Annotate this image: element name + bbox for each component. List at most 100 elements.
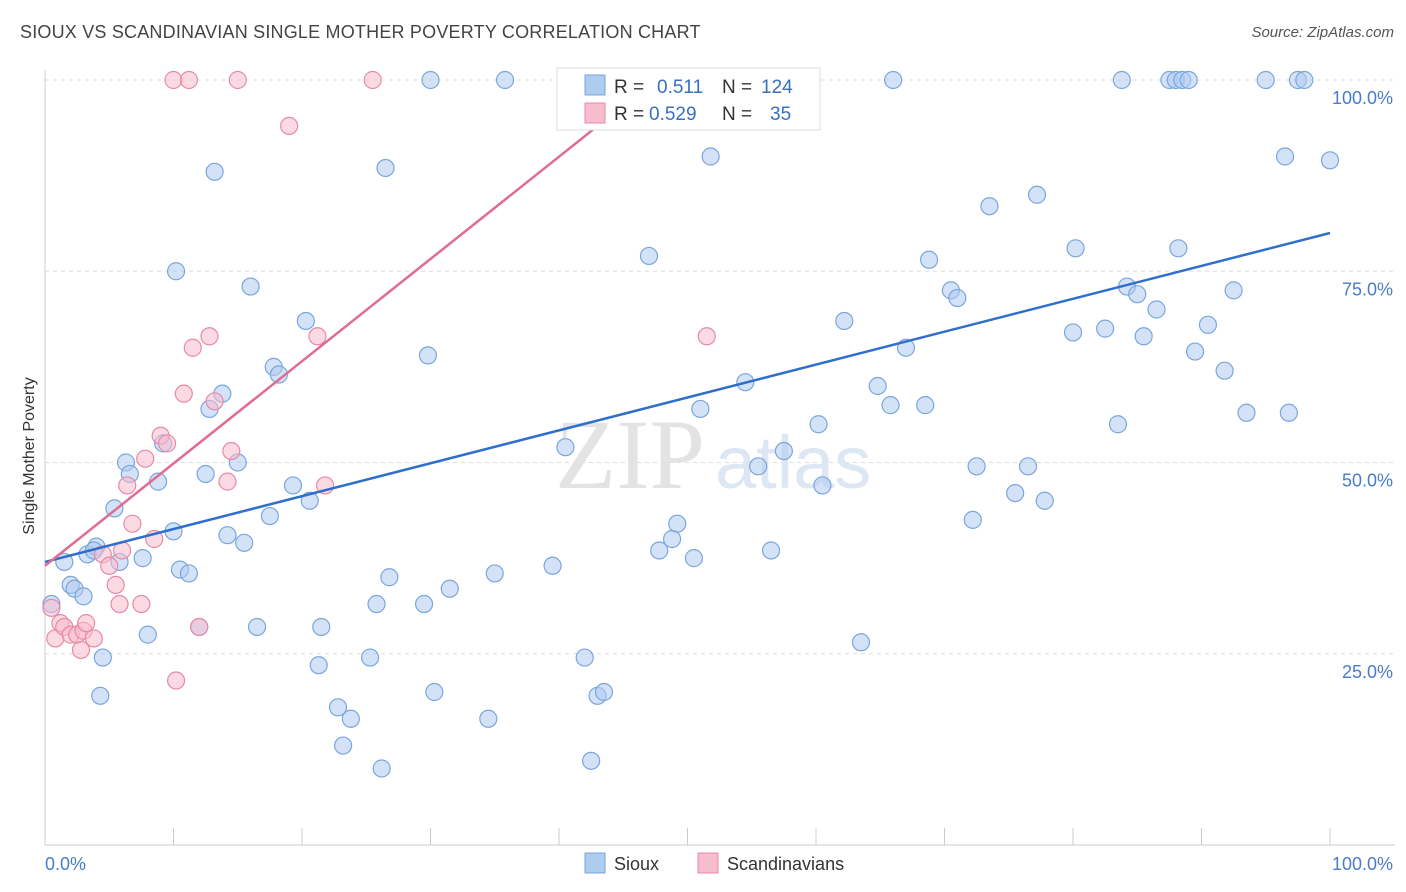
scandinavian-point: [200, 327, 219, 346]
sioux-point: [166, 262, 186, 281]
bottom-legend-label-scandinavians: Scandinavians: [727, 854, 844, 874]
scandinavian-point: [179, 70, 199, 90]
sioux-point: [479, 709, 498, 728]
y-tick-label-100: 100.0%: [1332, 88, 1393, 108]
sioux-point: [919, 250, 939, 269]
bottom-legend-swatch-sioux: [584, 852, 606, 874]
legend: R = 0.511 N = 124 R = 0.529 N = 35: [556, 67, 821, 131]
sioux-point: [74, 587, 93, 606]
sioux-point: [283, 476, 303, 495]
sioux-point: [1237, 403, 1256, 422]
sioux-point: [376, 158, 395, 178]
y-tick-label-50: 50.0%: [1342, 471, 1393, 491]
sioux-point: [196, 464, 215, 484]
legend-swatch-sioux: [584, 74, 606, 96]
sioux-point: [485, 564, 504, 583]
watermark: ZIP atlas: [555, 399, 871, 510]
sioux-point: [260, 506, 279, 526]
sioux-point: [543, 556, 562, 575]
scandinavian-point: [136, 449, 155, 468]
scandinavian-point: [123, 514, 142, 533]
sioux-point: [1027, 185, 1047, 204]
y-tick-label-25: 25.0%: [1342, 662, 1393, 682]
sioux-point: [1256, 70, 1275, 90]
sioux-point: [967, 457, 986, 476]
sioux-point: [575, 648, 594, 667]
grid-lines: [45, 79, 1395, 655]
x-tick-label-min: 0.0%: [45, 854, 86, 874]
sioux-point: [312, 617, 331, 637]
sioux-point: [1066, 239, 1085, 258]
sioux-point: [662, 529, 682, 549]
sioux-point: [1108, 415, 1128, 434]
scandinavian-point: [42, 598, 61, 617]
scandinavian-point: [164, 70, 183, 90]
y-tick-labels: 25.0% 50.0% 75.0% 100.0%: [1332, 88, 1393, 682]
sioux-point: [1320, 151, 1340, 170]
sioux-point: [296, 311, 315, 331]
sioux-point: [835, 311, 854, 331]
sioux-point: [414, 594, 434, 614]
x-tick-label-max: 100.0%: [1332, 854, 1393, 874]
bottom-legend-label-sioux: Sioux: [614, 854, 659, 874]
sioux-point: [418, 346, 438, 365]
scandinavian-point: [228, 70, 247, 90]
chart-title: SIOUX VS SCANDINAVIAN SINGLE MOTHER POVE…: [20, 22, 701, 42]
legend-r-label-sioux: R =: [614, 77, 644, 98]
watermark-zip: ZIP: [555, 399, 705, 510]
sioux-point: [328, 698, 348, 717]
scandinavian-point: [118, 476, 137, 495]
sioux-point: [1295, 70, 1314, 90]
scandinavian-point: [183, 338, 202, 357]
scandinavian-point: [71, 640, 91, 660]
sioux-point: [881, 396, 900, 415]
scandinavian-point: [697, 327, 716, 346]
sioux-point: [1198, 315, 1218, 334]
sioux-point: [341, 709, 360, 728]
sioux-point: [1134, 327, 1153, 346]
legend-r-value-scandinavians: 0.529: [649, 104, 697, 125]
scandinavian-point: [110, 594, 129, 614]
sioux-point: [668, 514, 687, 533]
sioux-point: [1112, 70, 1131, 90]
source-label: Source: ZipAtlas.com: [1251, 24, 1394, 41]
sioux-point: [1035, 491, 1054, 510]
sioux-point: [241, 277, 260, 296]
trend-lines: [44, 79, 1331, 567]
scandinavian-point: [363, 70, 382, 90]
sioux-point: [774, 441, 793, 461]
scandinavian-point: [174, 384, 193, 403]
scandinavian-point: [77, 614, 96, 633]
sioux-trend-line: [44, 231, 1331, 564]
legend-n-label-sioux: N =: [722, 77, 752, 98]
scandinavian-point: [157, 434, 177, 453]
sioux-point: [813, 476, 832, 495]
legend-swatch-scandinavians: [584, 102, 606, 124]
sioux-point: [556, 438, 575, 457]
sioux-point: [582, 751, 601, 770]
scandinavian-point: [222, 441, 241, 461]
bottom-legend-swatch-scandinavians: [697, 852, 719, 874]
sioux-point: [851, 633, 871, 652]
sioux-points: [42, 70, 1340, 778]
sioux-point: [761, 541, 781, 560]
sioux-point: [639, 246, 659, 266]
sioux-point: [691, 399, 710, 419]
sioux-point: [1169, 239, 1188, 258]
sioux-point: [367, 594, 386, 614]
y-axis-label: Single Mother Poverty: [21, 377, 38, 534]
scandinavian-point: [166, 671, 186, 690]
scandinavian-point: [280, 116, 299, 136]
scandinavian-trend-line: [44, 79, 657, 567]
sioux-point: [650, 541, 669, 560]
sioux-point: [1063, 323, 1083, 342]
sioux-point: [1147, 300, 1166, 319]
sioux-point: [179, 564, 199, 583]
sioux-point: [883, 70, 903, 90]
sioux-point: [1128, 285, 1147, 304]
sioux-point: [205, 162, 224, 181]
sioux-point: [421, 70, 440, 90]
scandinavian-point: [132, 594, 151, 614]
sioux-point: [309, 656, 328, 675]
